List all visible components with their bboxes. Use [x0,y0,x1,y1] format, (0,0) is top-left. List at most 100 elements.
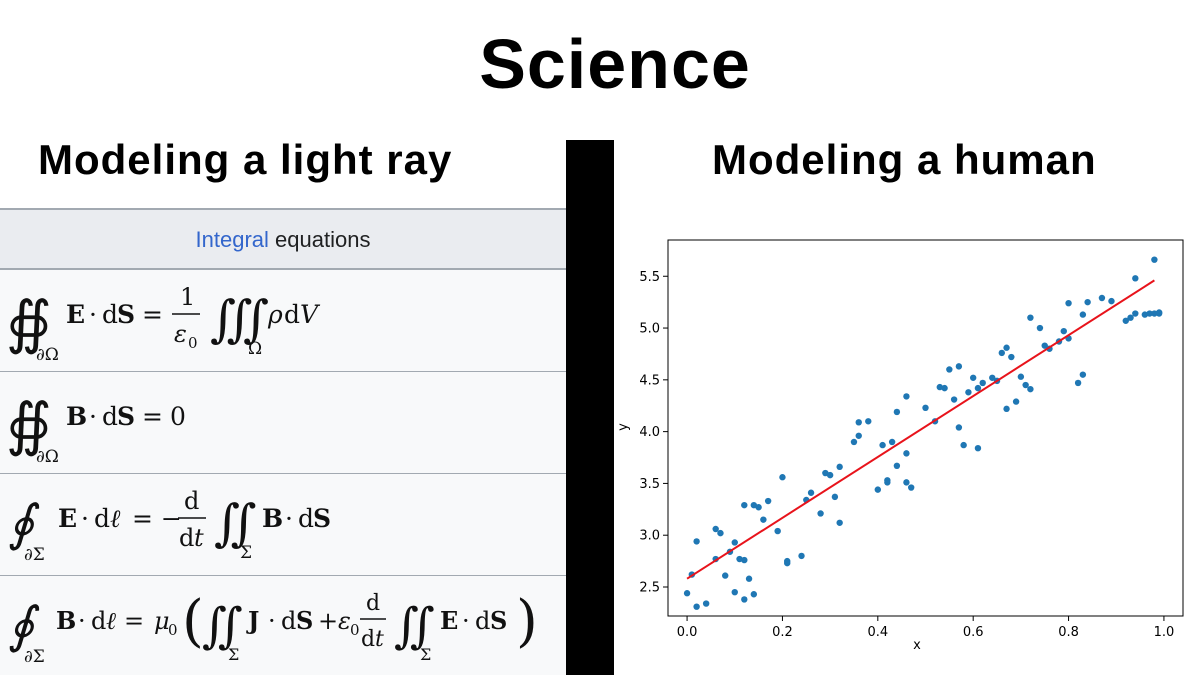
svg-text:S: S [117,300,135,329]
data-point [941,384,948,392]
y-tick-label: 4.5 [639,373,660,388]
svg-text:t: t [375,627,384,652]
data-point [764,497,772,505]
x-tick-label: 0.6 [963,625,984,640]
svg-text:0: 0 [350,621,360,639]
data-point [1155,309,1163,316]
data-point [974,444,982,452]
svg-text:S: S [117,402,135,431]
svg-text:0: 0 [168,621,178,639]
svg-text:∂Σ: ∂Σ [24,647,45,667]
svg-text:∭: ∭ [210,290,269,348]
y-tick-label: 3.0 [639,529,660,544]
equation-row-gauss: ∯ ∂Ω E · d S = 1 ε 0 ∭ Ω ρ d V [0,270,566,372]
svg-text:·: · [462,607,470,635]
data-point [903,393,910,400]
y-tick-label: 3.5 [639,477,660,492]
x-tick-label: 0.0 [677,625,698,640]
data-point [850,438,858,446]
svg-text:d: d [94,504,110,533]
y-tick-label: 2.5 [639,580,660,595]
data-point [946,366,953,373]
svg-text:Ω: Ω [248,339,262,359]
svg-text:d: d [184,487,199,515]
svg-text:J: J [246,606,259,635]
svg-text:S: S [296,606,313,635]
data-point [817,510,824,517]
svg-text:∮: ∮ [8,494,40,552]
svg-text:= −: = − [132,504,182,533]
data-point [903,450,910,457]
x-tick-label: 0.2 [772,625,793,640]
data-point [955,363,963,370]
equation-row-magnetism: ∯ ∂Ω B · d S = 0 [0,372,566,474]
data-point [717,529,724,537]
data-point [1027,385,1034,393]
svg-text:·: · [89,300,97,329]
equation-magnetism: ∯ ∂Ω B · d S = 0 [6,390,186,467]
data-point [884,479,891,486]
data-point [907,484,915,491]
x-tick-label: 1.0 [1154,625,1175,640]
data-point [893,462,901,470]
data-point [1008,353,1015,361]
svg-text:∂Ω: ∂Ω [36,345,59,365]
data-point [1141,311,1149,318]
data-point [702,600,710,607]
svg-text:d: d [179,524,194,552]
integral-equations-table: Integral equations ∯ ∂Ω E · d S = 1 ε 0 … [0,208,566,675]
svg-text:d: d [361,627,375,652]
svg-text:=: = [124,607,144,635]
data-point [922,404,929,412]
data-point [1151,310,1158,317]
svg-text:ε: ε [174,320,187,348]
integral-link[interactable]: Integral [195,227,269,252]
equations-header-text: equations [268,227,371,252]
data-point [879,441,886,449]
data-point [1084,298,1091,306]
data-point [1079,311,1087,318]
y-tick-label: 5.0 [639,322,660,337]
data-point [1012,398,1020,405]
equation-row-ampere: ∮ ∂Σ B · d ℓ = μ 0 ( ∬ Σ J · d S + ε 0 d… [0,576,566,677]
data-point [712,525,719,533]
x-tick-label: 0.4 [867,625,888,640]
data-point [750,591,758,598]
svg-text:d: d [475,607,490,635]
data-point [1132,275,1139,282]
svg-text:·: · [78,607,86,635]
data-point [1065,299,1072,307]
data-point [855,432,862,439]
data-point [1036,324,1044,332]
data-point [955,424,963,431]
svg-text:t: t [194,524,204,552]
data-point [865,418,872,425]
svg-text:·: · [285,504,293,533]
svg-text:E: E [440,606,458,635]
data-point [1146,310,1153,317]
data-point [736,555,743,563]
svg-text:+: + [318,607,338,635]
svg-text:d: d [284,300,300,329]
data-point [903,479,910,486]
data-point [741,501,748,509]
svg-text:∂Ω: ∂Ω [36,447,59,467]
data-point [979,379,986,387]
data-point [807,489,815,496]
left-caption: Modeling a light ray [38,136,453,183]
svg-text:S: S [313,504,331,533]
data-point [893,408,901,416]
data-point [1079,371,1087,378]
svg-text:V: V [300,300,321,329]
data-point [874,486,882,493]
svg-text:Σ: Σ [228,645,239,664]
svg-text:E: E [66,300,85,329]
data-point [1127,314,1134,321]
data-point [1098,294,1106,302]
data-point [750,501,758,509]
scatter-plot: 0.0 0.2 0.4 0.6 0.8 1.0 2.5 3.0 3.5 4.0 4.5 5.0 5.5… [616,239,1184,653]
svg-text:S: S [490,606,507,635]
data-point [693,603,700,610]
equation-gauss: ∯ ∂Ω E · d S = 1 ε 0 ∭ Ω ρ d V [6,283,321,365]
surface-integral-sign: ∯ [6,288,52,356]
